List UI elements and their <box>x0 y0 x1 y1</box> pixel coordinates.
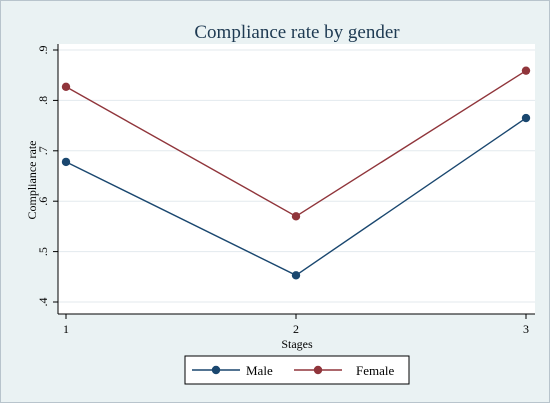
x-tick-label-0: 1 <box>63 322 69 336</box>
gridlines <box>58 49 535 303</box>
plot-area <box>58 44 535 314</box>
y-tick-label-4: .8 <box>36 96 50 105</box>
y-tick-label-3: .7 <box>36 146 50 155</box>
y-axis-ticks: .4 .5 .6 .7 .8 .9 <box>36 46 58 307</box>
x-axis-title: Stages <box>281 337 313 351</box>
legend-label-female: Female <box>356 363 394 378</box>
series-point-female-1 <box>291 212 301 221</box>
y-tick-label-2: .6 <box>36 197 50 206</box>
chart-title: Compliance rate by gender <box>194 22 400 43</box>
series-point-male-2 <box>521 113 531 123</box>
y-axis-title: Compliance rate <box>25 141 39 220</box>
y-tick-label-0: .4 <box>36 298 50 307</box>
series-point-female-0 <box>61 82 71 91</box>
series-point-female-2 <box>521 66 531 75</box>
y-tick-label-1: .5 <box>36 247 50 256</box>
y-tick-label-5: .9 <box>36 46 50 55</box>
x-tick-label-1: 2 <box>293 322 299 336</box>
series-point-male-0 <box>61 157 71 167</box>
legend-marker-female <box>313 365 323 375</box>
legend-label-male: Male <box>246 363 273 378</box>
legend-marker-male <box>211 365 221 375</box>
series-layer <box>61 66 531 280</box>
legend: Male Female <box>192 363 394 378</box>
x-tick-label-2: 3 <box>523 322 529 336</box>
x-axis-ticks: 1 2 3 <box>63 314 529 336</box>
series-point-male-1 <box>291 271 301 280</box>
